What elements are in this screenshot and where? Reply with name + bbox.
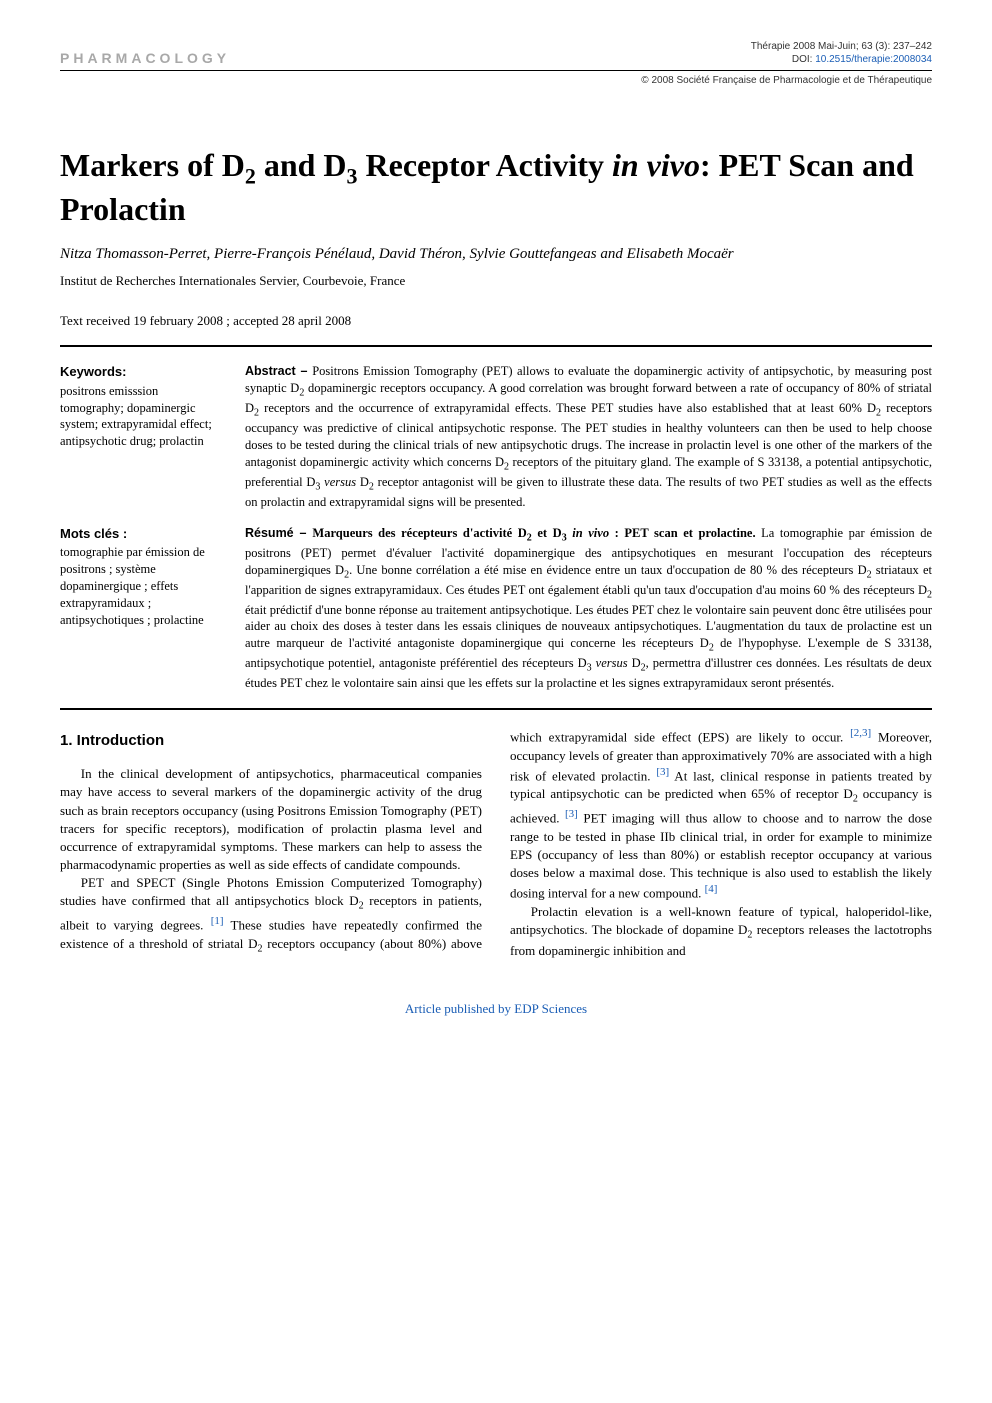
doi-link[interactable]: 10.2515/therapie:2008034 [815,54,932,65]
resume-title-italic: in vivo [567,526,615,540]
resume-label: Résumé – [245,526,312,540]
divider [60,345,932,347]
abs-text: D [360,475,369,489]
abstract-label: Abstract – [245,364,312,378]
citation-ref[interactable]: [3] [656,766,669,778]
body-text: PET imaging will thus allow to choose an… [510,810,932,900]
resume-title: Marqueurs des récepteurs d'activité D2 e… [312,526,755,540]
citation-ref[interactable]: [3] [565,808,578,820]
citation-ref[interactable]: [4] [705,883,718,895]
abstract-en-block: Keywords: positrons emisssion tomography… [60,363,932,511]
section-label: PHARMACOLOGY [60,50,230,66]
versus: versus [592,656,632,670]
abstract-fr-block: Mots clés : tomographie par émission de … [60,525,932,693]
title-sub: 2 [245,163,256,188]
keywords-fr: Mots clés : tomographie par émission de … [60,525,225,693]
body-columns: 1. Introduction In the clinical developm… [60,726,932,960]
body-paragraph: Prolactin elevation is a well-known feat… [510,903,932,961]
copyright-text: © 2008 Société Française de Pharmacologi… [60,75,932,86]
title-part: and D [256,147,347,183]
affiliation: Institut de Recherches Internationales S… [60,273,932,289]
citation-text: Thérapie 2008 Mai-Juin; 63 (3): 237–242 [751,40,932,53]
article-title: Markers of D2 and D3 Receptor Activity i… [60,146,932,228]
keywords-label: Keywords: [60,363,225,381]
citation-ref[interactable]: [1] [211,915,224,927]
title-italic: in vivo [612,147,700,183]
doi-line: DOI: 10.2515/therapie:2008034 [751,53,932,66]
resume-title-part: Marqueurs des récepteurs d'activité D [312,526,526,540]
res-text: . Une bonne corrélation a été mise en év… [349,563,867,577]
resume-title-part: et D [532,526,562,540]
motscles-label: Mots clés : [60,525,225,543]
title-sub: 3 [347,163,358,188]
resume-fr-text: Résumé – Marqueurs des récepteurs d'acti… [245,525,932,693]
authors-line: Nitza Thomasson-Perret, Pierre-François … [60,246,932,263]
divider [60,708,932,710]
res-text: D [632,656,641,670]
resume-title-part: : PET scan et prolactine. [615,526,756,540]
received-date: Text received 19 february 2008 ; accepte… [60,313,932,329]
title-part: Markers of D [60,147,245,183]
abs-text: receptors and the occurrence of extrapyr… [259,401,876,415]
publisher-link[interactable]: Article published by EDP Sciences [60,1001,932,1017]
sub-2: 2 [927,589,932,600]
keywords-list: positrons emisssion tomography; dopamine… [60,383,225,451]
versus: versus [320,475,359,489]
section-heading: 1. Introduction [60,730,482,751]
abstract-en-text: Abstract – Positrons Emission Tomography… [245,363,932,511]
keywords-en: Keywords: positrons emisssion tomography… [60,363,225,511]
title-part: Receptor Activity [358,147,612,183]
citation-ref[interactable]: [2,3] [850,727,871,739]
body-paragraph: In the clinical development of antipsych… [60,765,482,874]
doi-label: DOI: [792,54,815,65]
journal-header: PHARMACOLOGY Thérapie 2008 Mai-Juin; 63 … [60,40,932,71]
motscles-list: tomographie par émission de positrons ; … [60,544,225,628]
citation-block: Thérapie 2008 Mai-Juin; 63 (3): 237–242 … [751,40,932,66]
